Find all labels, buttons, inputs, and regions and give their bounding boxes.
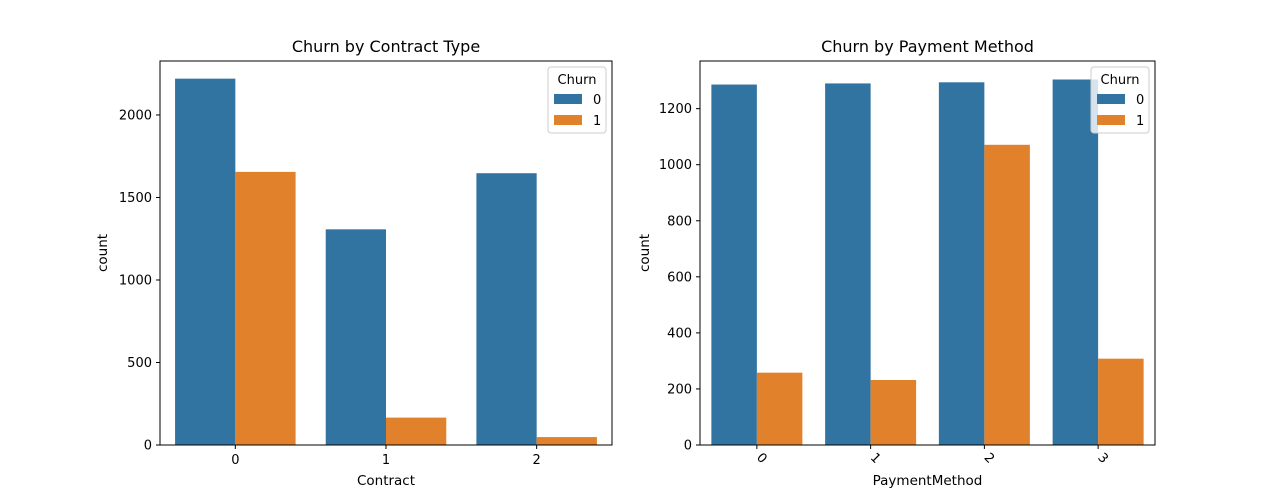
y-tick-label: 400 — [667, 326, 692, 341]
y-tick-label: 500 — [127, 356, 152, 371]
bar-cat0-churn1 — [756, 372, 803, 445]
bar-cat2-churn1 — [984, 144, 1030, 445]
x-tick-label: 0 — [231, 453, 239, 468]
legend-swatch-1 — [554, 115, 582, 125]
y-tick-label: 2000 — [119, 108, 152, 123]
legend: Churn 0 1 — [1090, 66, 1150, 134]
legend-label-0: 0 — [593, 93, 601, 108]
legend-swatch-1 — [1097, 115, 1125, 125]
y-tick-label: 200 — [667, 382, 692, 397]
chart-title: Churn by Contract Type — [292, 37, 480, 56]
bar-cat0-churn0 — [175, 78, 236, 445]
bar-cat2-churn1 — [536, 437, 597, 445]
bar-cat0-churn1 — [235, 171, 296, 445]
bar-cat1-churn1 — [386, 417, 447, 445]
x-tick-label: 0 — [753, 450, 769, 466]
y-axis-label: count — [95, 234, 111, 272]
legend-title: Churn — [1101, 73, 1140, 88]
bar-cat1-churn0 — [825, 83, 871, 446]
chart-2: 0 200 400 600 800 1000 1200 0 1 2 3 Churn by Paymen… — [637, 37, 1156, 489]
y-tick-label: 0 — [144, 439, 152, 454]
x-axis-label: PaymentMethod — [873, 473, 983, 489]
y-tick-label: 0 — [684, 439, 692, 454]
y-tick-label: 1500 — [119, 191, 152, 206]
y-tick-label: 1000 — [659, 158, 692, 173]
plot-frame — [699, 60, 1156, 446]
legend-swatch-0 — [1097, 94, 1125, 104]
legend: Churn 0 1 — [547, 66, 607, 134]
legend-title: Churn — [558, 73, 597, 88]
x-tick-label: 2 — [533, 453, 541, 468]
legend-label-0: 0 — [1136, 93, 1144, 108]
chart-title: Churn by Payment Method — [821, 37, 1034, 56]
x-tick-label: 3 — [1094, 450, 1110, 466]
legend-label-1: 1 — [1136, 114, 1144, 129]
y-tick-label: 800 — [667, 214, 692, 229]
bar-cat1-churn1 — [870, 379, 917, 445]
y-axis-label: count — [637, 234, 653, 272]
x-tick-label: 2 — [981, 450, 997, 466]
y-tick-label: 1200 — [659, 102, 692, 117]
y-tick-label: 600 — [667, 270, 692, 285]
bar-cat1-churn0 — [325, 229, 386, 445]
bar-cat3-churn0 — [1052, 79, 1099, 445]
x-axis-label: Contract — [357, 473, 415, 489]
bar-cat0-churn0 — [711, 84, 757, 445]
x-tick-label: 1 — [867, 450, 883, 466]
y-tick-label: 1000 — [119, 273, 152, 288]
x-tick-label: 1 — [382, 453, 390, 468]
chart-1: 0 500 1000 1500 2000 0 1 2 Churn by Contract Typ… — [95, 37, 613, 489]
legend-swatch-0 — [554, 94, 582, 104]
bar-cat2-churn0 — [938, 82, 985, 446]
bar-cat2-churn0 — [476, 173, 537, 446]
bar-cat3-churn1 — [1098, 358, 1144, 445]
legend-label-1: 1 — [593, 114, 601, 129]
